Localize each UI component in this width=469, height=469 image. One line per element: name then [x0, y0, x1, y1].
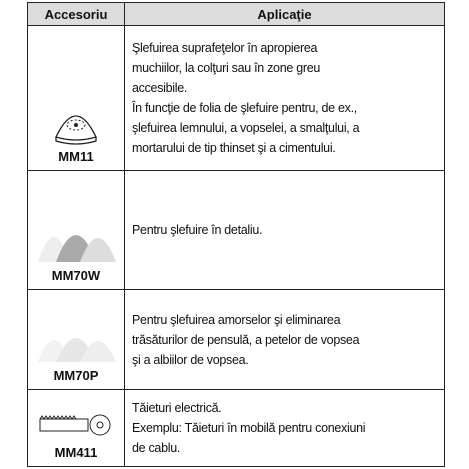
- application-cell: Pentru şlefuirea amorselor şi eliminarea…: [124, 289, 445, 390]
- application-cell: Tăieturi electrică. Exemplu: Tăieturi în …: [124, 389, 445, 467]
- application-cell: Pentru şlefuire în detaliu.: [124, 170, 445, 290]
- application-line: În funcţie de folia de şlefuire pentru, …: [132, 101, 357, 115]
- application-line: Pentru şlefuire în detaliu.: [132, 223, 263, 237]
- header-cell: Aplicaţie: [124, 2, 445, 26]
- accessory-cell: MM411: [27, 389, 125, 467]
- application-line: accesibile.: [132, 81, 188, 95]
- accessory-cell: MM70P: [27, 289, 125, 390]
- application-line: şi a albiilor de vopsea.: [132, 352, 249, 367]
- table-row: MM70W Pentru şlefuire în detaliu.: [27, 170, 445, 290]
- table-row: MM411 Tăieturi electrică. Exemplu: Tăietur…: [27, 389, 445, 467]
- application-line: de cablu.: [132, 441, 181, 455]
- table-document: Accesoriu Aplicaţie MM11 Şlefuirea supraf…: [27, 2, 445, 467]
- application-line: Tăieturi electrică.: [132, 401, 222, 415]
- accessory-table: Accesoriu Aplicaţie MM11 Şlefuirea supraf…: [27, 2, 445, 467]
- accessory-name: MM11: [58, 149, 94, 164]
- table-row: MM11 Şlefuirea suprafeţelor în apropierea…: [27, 25, 445, 171]
- header-cell: Accesoriu: [27, 2, 125, 26]
- application-line: mortarului de tip thinset şi a cimentulu…: [132, 141, 336, 155]
- sanding-pad-icon: [55, 115, 97, 145]
- accessory-cell: MM70W: [27, 170, 125, 290]
- table-body: MM11 Şlefuirea suprafeţelor în apropierea…: [27, 25, 445, 467]
- application-line: trăsăturilor de pensulă, a petelor de vo…: [132, 332, 360, 347]
- application-line: Şlefuirea suprafeţelor în apropierea: [132, 41, 318, 55]
- application-line: Exemplu: Tăieturi în mobilă pentru conex…: [132, 421, 366, 435]
- application-line: muchiilor, la colţuri sau în zone greu: [132, 61, 321, 75]
- saw-blade-icon: [39, 414, 111, 436]
- application-cell: Şlefuirea suprafeţelor în apropierea much…: [124, 25, 445, 171]
- accessory-name: MM411: [54, 445, 98, 460]
- application-line: şlefuirea lemnului, a vopselei, a smalţu…: [132, 121, 360, 135]
- sanding-sheets-icon: [38, 338, 116, 362]
- accessory-name: MM70P: [53, 368, 99, 383]
- accessory-cell: MM11: [27, 25, 125, 171]
- accessory-name: MM70W: [51, 268, 101, 283]
- table-row: MM70P Pentru şlefuirea amorselor şi elimi…: [27, 289, 445, 390]
- header-row: Accesoriu Aplicaţie: [27, 2, 445, 26]
- application-line: Pentru şlefuirea amorselor şi eliminarea: [132, 312, 341, 327]
- sanding-sheets-icon: [38, 235, 116, 262]
